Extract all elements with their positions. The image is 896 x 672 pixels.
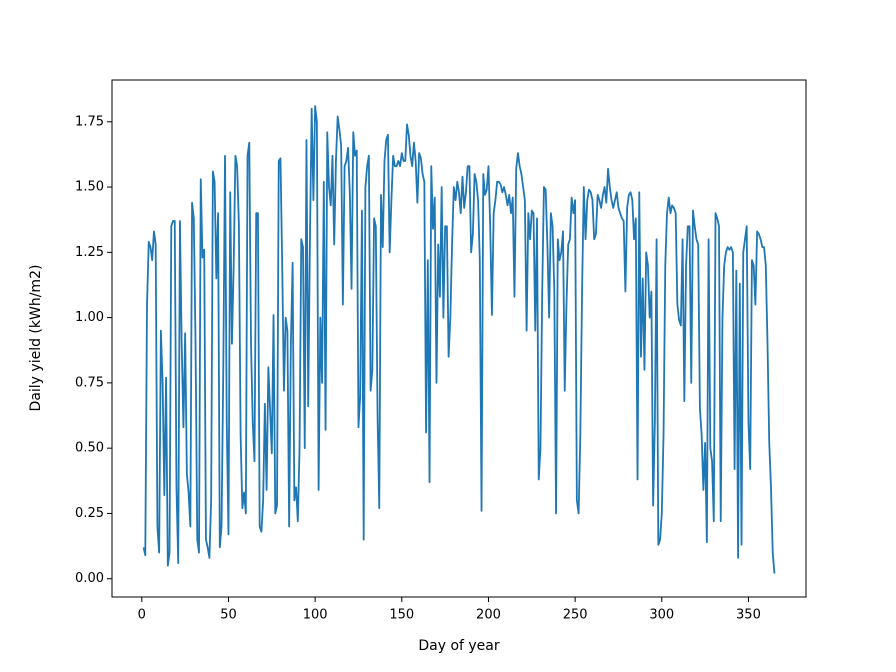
- axes-frame: [111, 79, 807, 598]
- x-tick-label: 250: [563, 608, 588, 623]
- y-tick-label: 0.50: [75, 441, 104, 456]
- x-tick-label: 100: [303, 608, 328, 623]
- x-tick-label: 350: [736, 608, 761, 623]
- data-line: [142, 105, 776, 574]
- y-tick-label: 0.75: [75, 375, 104, 390]
- x-tick-label: 200: [476, 608, 501, 623]
- y-tick-label: 1.50: [75, 180, 104, 195]
- y-tick-label: 1.00: [75, 310, 104, 325]
- x-axis-label: Day of year: [418, 638, 500, 654]
- x-tick-label: 0: [138, 608, 146, 623]
- x-tick-label: 50: [220, 608, 237, 623]
- y-tick-label: 1.75: [75, 114, 104, 129]
- y-tick-label: 1.25: [75, 245, 104, 260]
- y-axis-label: Daily yield (kWh/m2): [28, 265, 44, 412]
- y-tick-label: 0.25: [75, 506, 104, 521]
- y-tick-label: 0.00: [75, 571, 104, 586]
- x-tick-label: 150: [389, 608, 414, 623]
- x-tick-label: 300: [649, 608, 674, 623]
